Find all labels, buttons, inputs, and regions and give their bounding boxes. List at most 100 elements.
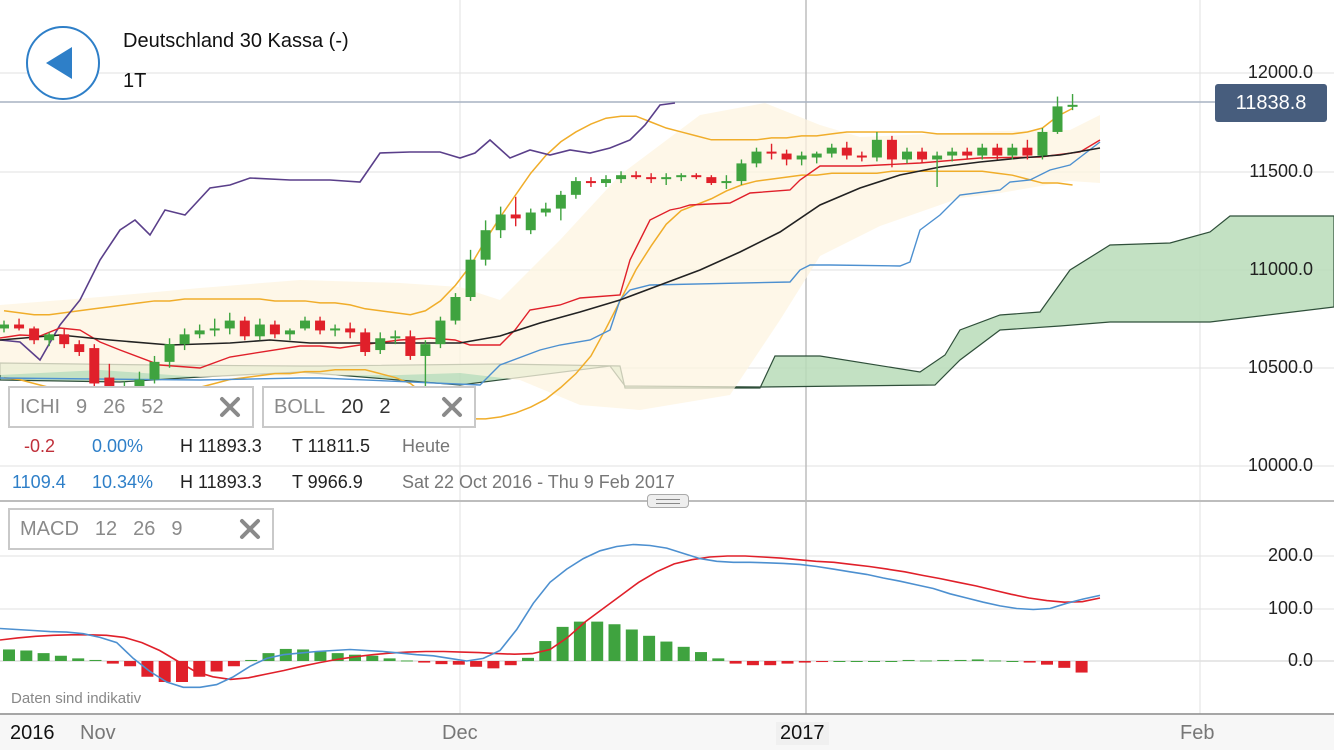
macd-histogram-bar xyxy=(504,661,517,666)
boll-remove-icon[interactable] xyxy=(440,395,464,419)
x-label-2017: 2017 xyxy=(776,722,829,745)
candle-body xyxy=(224,320,235,329)
macd-tick: 0.0 xyxy=(1287,650,1313,670)
macd-indicator-box[interactable]: MACD 12 26 9 xyxy=(8,508,274,550)
macd-histogram-bar xyxy=(625,629,638,661)
candle-body xyxy=(631,175,642,178)
back-button[interactable] xyxy=(26,26,100,100)
candle-body xyxy=(902,151,912,160)
candle-body xyxy=(706,177,717,184)
candle-body xyxy=(254,324,265,337)
ichi-param-3: 52 xyxy=(141,395,164,418)
candle-body xyxy=(405,336,416,356)
macd-histogram-bar xyxy=(885,661,898,662)
macd-histogram-bar xyxy=(850,661,863,662)
candle-body xyxy=(510,214,521,219)
boll-param-1: 20 xyxy=(341,395,364,418)
candle-body xyxy=(886,139,897,160)
candle-body xyxy=(360,332,371,353)
macd-histogram-bar xyxy=(591,621,604,661)
macd-histogram-bar xyxy=(210,661,223,672)
macd-histogram-bar xyxy=(89,659,102,661)
macd-remove-icon[interactable] xyxy=(238,517,262,541)
candle-body xyxy=(0,324,9,329)
period-low: T 9966.9 xyxy=(292,472,363,492)
macd-line xyxy=(0,543,1101,689)
today-low: T 11811.5 xyxy=(292,436,371,456)
macd-histogram-bar xyxy=(712,658,725,661)
candle-body xyxy=(691,175,702,178)
period-label[interactable]: 1T xyxy=(123,70,147,92)
macd-histogram-bar xyxy=(20,650,33,661)
macd-histogram-bar xyxy=(746,661,759,666)
macd-histogram-bar xyxy=(954,659,967,661)
macd-histogram-bar xyxy=(227,661,240,667)
candle-body xyxy=(1022,147,1033,156)
candle-body xyxy=(601,179,611,184)
candle-body xyxy=(871,139,882,158)
today-high: H 11893.3 xyxy=(180,436,262,456)
macd-histogram-bar xyxy=(349,654,361,661)
macd-histogram-bar xyxy=(1041,661,1053,665)
boll-indicator-box[interactable]: BOLL 20 2 xyxy=(262,386,476,428)
ichi-indicator-box[interactable]: ICHI 9 26 52 xyxy=(8,386,254,428)
macd-histogram-bar xyxy=(729,661,742,664)
candle-body xyxy=(450,297,461,321)
macd-histogram-bar xyxy=(470,661,483,667)
price-tick: 10000.0 xyxy=(1247,455,1313,475)
macd-histogram-bar xyxy=(297,649,310,661)
period-change: 1109.4 xyxy=(12,472,66,492)
macd-histogram-bar xyxy=(902,659,915,661)
tenkan-line xyxy=(0,139,1101,369)
candle-body xyxy=(59,334,70,345)
candle-body xyxy=(841,147,852,156)
ichi-param-1: 9 xyxy=(76,395,88,418)
price-tick: 10500.0 xyxy=(1247,357,1313,377)
candle-body xyxy=(194,330,205,335)
ichi-remove-icon[interactable] xyxy=(218,395,242,419)
candle-body xyxy=(826,147,837,154)
period-pct: 10.34% xyxy=(92,472,154,492)
macd-histogram-bar xyxy=(418,661,431,663)
candle-body xyxy=(239,320,250,337)
macd-histogram-bar xyxy=(833,661,846,662)
candle-body xyxy=(646,177,657,180)
candle-body xyxy=(164,344,175,362)
macd-histogram-bar xyxy=(764,661,777,666)
candle-body xyxy=(1067,104,1078,107)
candle-body xyxy=(570,181,581,195)
candle-body xyxy=(1037,131,1048,156)
macd-histogram-bar xyxy=(868,661,880,662)
candle-body xyxy=(44,334,55,341)
macd-histogram-bar xyxy=(452,661,465,665)
pane-resize-handle[interactable] xyxy=(647,494,689,508)
candle-body xyxy=(390,336,401,339)
macd-histogram-bar xyxy=(816,661,829,663)
macd-histogram-bar xyxy=(383,658,396,661)
chikou-line xyxy=(0,102,676,362)
macd-label: MACD xyxy=(20,517,79,540)
candle-body xyxy=(525,212,536,231)
macd-histogram-bar xyxy=(245,659,258,661)
macd-histogram-bar xyxy=(54,655,67,661)
candle-body xyxy=(300,320,310,329)
candle-body xyxy=(134,379,145,388)
macd-histogram-bar xyxy=(798,661,811,663)
macd-histogram-bar xyxy=(435,661,448,665)
x-label-2016: 2016 xyxy=(10,722,55,744)
today-range: Heute xyxy=(402,436,451,456)
candle-body xyxy=(495,214,506,231)
candle-body xyxy=(89,348,100,384)
macd-histogram-bar xyxy=(989,660,1002,662)
period-high: H 11893.3 xyxy=(180,472,262,492)
x-label-dec: Dec xyxy=(442,722,478,744)
x-label-nov: Nov xyxy=(80,722,116,744)
macd-histogram-bar xyxy=(660,641,673,661)
candle-body xyxy=(781,153,792,160)
today-change: -0.2 xyxy=(24,436,56,456)
candle-body xyxy=(209,328,220,331)
candle-body xyxy=(856,155,867,158)
macd-histogram-bar xyxy=(781,661,794,664)
sma-line xyxy=(0,147,1101,346)
